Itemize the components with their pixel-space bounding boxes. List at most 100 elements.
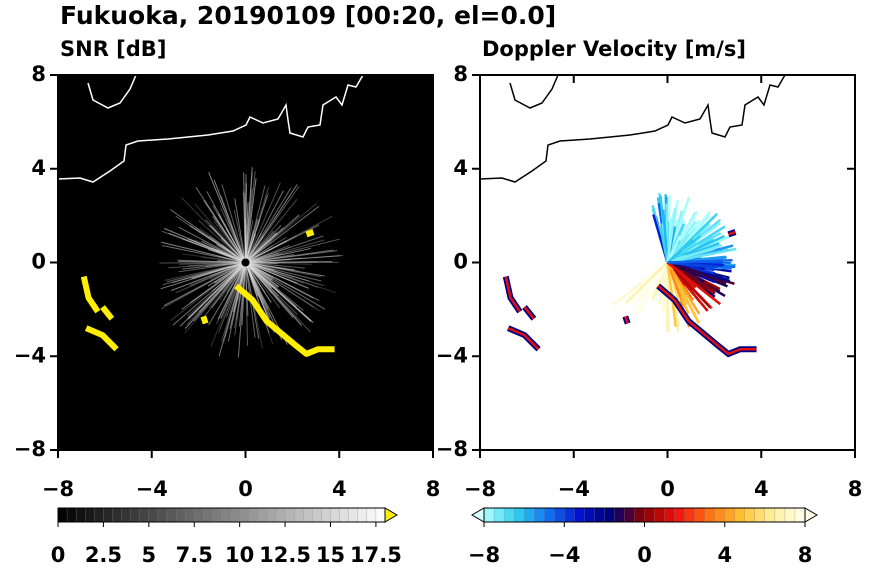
echo-ray (181, 262, 246, 310)
colorbar-segment (513, 507, 525, 523)
echo-ray (178, 260, 246, 263)
colorbar-segment (85, 507, 95, 523)
colorbar-segment (664, 507, 676, 523)
colorbar-segment (684, 507, 696, 523)
echo-ray (245, 236, 287, 263)
echo-ray (243, 172, 246, 263)
colorbar: −8 −4 0 4 8 (468, 507, 818, 567)
colorbar-tick-label: 17.5 (350, 543, 402, 567)
echo-ray (245, 262, 320, 301)
echo-ray (245, 262, 320, 312)
echo-ray (245, 254, 344, 263)
colorbar-segment (157, 507, 168, 523)
colorbar-segment (483, 507, 495, 523)
echo-ray (216, 244, 246, 263)
echo-ray (667, 244, 723, 264)
colorbar-segment (523, 507, 535, 523)
echo-ray (179, 262, 246, 265)
echo-ray (667, 258, 733, 264)
echo-ray (245, 225, 282, 263)
echo-ray (213, 179, 246, 263)
echo-ray (213, 220, 246, 263)
y-tick-label: 4 (453, 156, 468, 180)
colorbar-segment (139, 507, 150, 523)
y-tick-label: 0 (453, 250, 468, 274)
echo-ray (666, 261, 722, 306)
colorbar-segment (294, 507, 304, 523)
echo-ray (642, 261, 669, 301)
echo-ray (245, 262, 298, 284)
x-tick-label: 4 (754, 477, 769, 501)
colorbar-segment (624, 507, 636, 523)
echo-ray (245, 262, 312, 321)
echo-ray (245, 219, 261, 263)
echo-cell (80, 275, 101, 314)
echo-ray (175, 262, 246, 294)
echo-ray (233, 262, 246, 329)
echo-ray (245, 262, 309, 289)
echo-cell (84, 325, 119, 352)
colorbar-tick-label: 12.5 (259, 543, 311, 567)
colorbar-segment (94, 507, 105, 523)
y-tick-label: −8 (14, 437, 46, 461)
x-tick-label: −8 (42, 477, 74, 501)
echo-ray (245, 262, 274, 345)
echo-ray (205, 262, 246, 267)
echo-ray (245, 219, 258, 263)
echo-ray (245, 262, 294, 319)
echo-ray (187, 262, 246, 267)
echo-ray (245, 262, 310, 282)
echo-ray (242, 191, 246, 263)
colorbar-segment (203, 507, 214, 523)
echo-ray (245, 178, 257, 263)
colorbar-segment (764, 507, 776, 523)
echo-ray (245, 262, 278, 273)
echo-ray (245, 262, 266, 294)
echo-ray (245, 262, 303, 327)
echo-ray (245, 246, 292, 263)
echo-ray (229, 262, 246, 329)
echo-ray (217, 256, 246, 263)
echo-ray (666, 261, 701, 315)
echo-ray (163, 262, 246, 307)
echo-ray (205, 219, 246, 263)
echo-ray (189, 225, 246, 263)
echo-ray (207, 262, 246, 287)
echo-ray (245, 262, 309, 289)
colorbar-segment (76, 507, 86, 523)
colorbar-segment (257, 507, 268, 523)
colorbar-segment (366, 507, 377, 523)
colorbar-under (471, 507, 485, 523)
colorbar-segment (774, 507, 786, 523)
colorbar-segment (375, 507, 386, 523)
colorbar-segment (148, 507, 159, 523)
colorbar-tick-label: −8 (468, 543, 500, 567)
echo-ray (245, 232, 277, 263)
echo-ray (234, 198, 246, 263)
echo-ray (245, 262, 277, 289)
echo-ray (245, 262, 305, 284)
x-tick-label: 0 (660, 477, 675, 501)
echo-ray (161, 241, 246, 263)
colorbar-segment (221, 507, 232, 523)
echo-ray (245, 262, 274, 330)
echo-ray (245, 262, 297, 320)
echo-ray (160, 262, 246, 310)
echo-ray (245, 262, 312, 333)
echo-ray (245, 262, 272, 303)
echo-ray (245, 213, 300, 263)
y-tick-label: 4 (31, 156, 46, 180)
echo-ray (625, 261, 669, 304)
echo-ray (245, 244, 274, 263)
colorbar-segment (704, 507, 716, 523)
echo-ray (204, 262, 246, 317)
colorbar-segment (544, 507, 555, 523)
echo-ray (216, 262, 246, 325)
echo-cell (523, 306, 535, 320)
echo-ray (203, 200, 246, 263)
echo-ray (208, 262, 246, 326)
echo-ray (209, 224, 246, 263)
echo-ray (182, 262, 246, 270)
echo-ray (245, 198, 298, 263)
